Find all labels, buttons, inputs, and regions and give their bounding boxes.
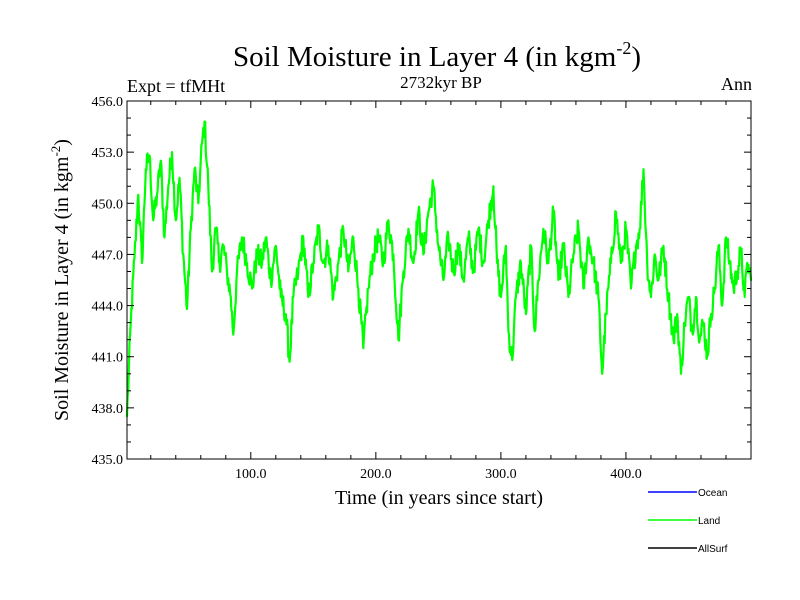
x-tick-label: 400.0 [610,467,642,482]
chart-title: Soil Moisture in Layer 4 (in kgm-2) [233,38,641,73]
legend-label-ocean: Ocean [698,488,727,499]
y-tick-label: 441.0 [92,351,124,366]
y-tick-label: 444.0 [92,300,124,315]
legend: Ocean Land AllSurf [648,488,728,555]
y-tick-label: 456.0 [92,95,124,110]
x-tick-label: 300.0 [485,467,517,482]
y-tick-label: 453.0 [92,146,124,161]
x-tick-label: 200.0 [360,467,392,482]
plot-area [125,120,753,418]
plot-frame [126,100,752,460]
series-line-land [125,120,753,418]
y-axis-title: Soil Moisture in Layer 4 (in kgm-2) [48,139,73,421]
y-tick-label: 438.0 [92,402,124,417]
y-tick-label: 435.0 [92,453,124,468]
legend-label-allsurf: AllSurf [698,544,728,555]
season-label: Ann [721,74,752,94]
x-axis: 100.0 200.0 300.0 400.0 [150,101,727,482]
y-axis: 435.0 438.0 441.0 444.0 447.0 450.0 453.0 456.0 [92,95,751,468]
chart-subtitle: 2732kyr BP [400,73,482,92]
legend-label-land: Land [698,516,720,527]
y-tick-label: 450.0 [92,197,124,212]
experiment-label: Expt = tfMHt [127,76,225,96]
x-axis-title: Time (in years since start) [335,487,543,509]
x-tick-label: 100.0 [235,467,267,482]
y-tick-label: 447.0 [92,248,124,263]
